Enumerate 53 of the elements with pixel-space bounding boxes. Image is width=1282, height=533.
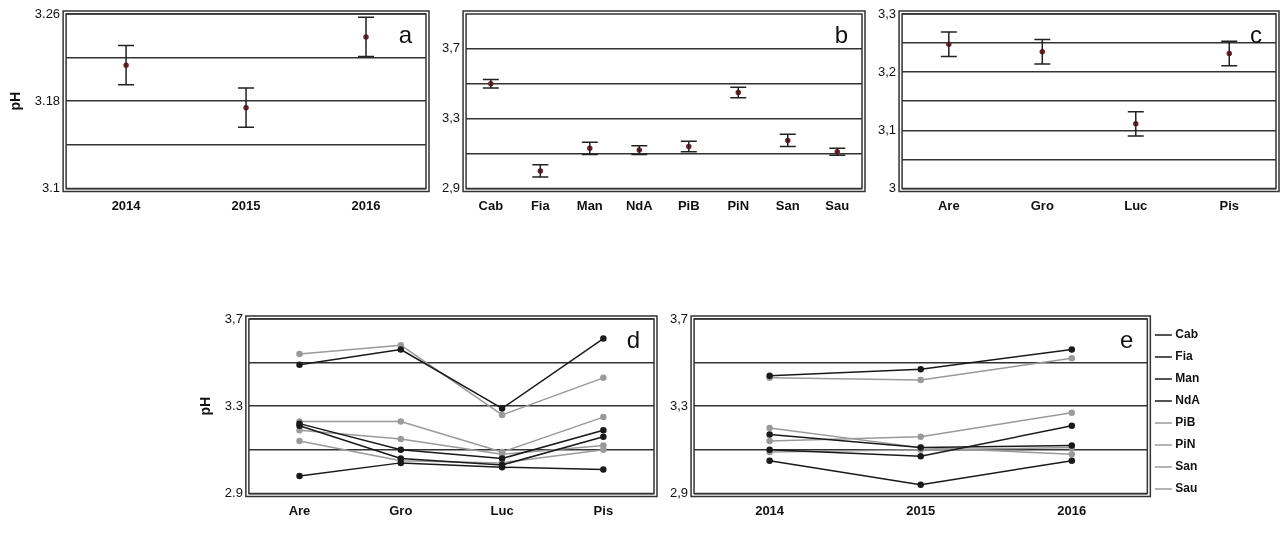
x-tick-label: Man xyxy=(576,197,603,213)
x-tick-label: Pis xyxy=(593,502,614,518)
legend-label: NdA xyxy=(1175,393,1201,408)
legend-label: Sau xyxy=(1175,481,1198,496)
x-tick-label: San xyxy=(775,197,800,213)
y-tick-label: 3,3 xyxy=(669,397,689,413)
legend-label: Fia xyxy=(1175,349,1193,364)
x-tick-label: 2016 xyxy=(1057,502,1087,518)
x-tick-label: Gro xyxy=(1030,197,1054,213)
y-tick-label: 3,7 xyxy=(669,310,689,326)
x-tick-label: Are xyxy=(937,197,960,213)
y-tick-label: 3 xyxy=(888,179,897,195)
x-tick-label: 2014 xyxy=(755,502,785,518)
x-tick-label: 2015 xyxy=(231,197,261,213)
legend-label: PiN xyxy=(1175,437,1196,452)
y-tick-label: 3,1 xyxy=(877,121,897,137)
annotation: c xyxy=(1250,20,1262,48)
y-tick-label: 3,7 xyxy=(224,310,243,326)
y-tick-label: 3.3 xyxy=(224,397,243,413)
x-tick-label: 2014 xyxy=(111,197,142,213)
y-tick-label: 2.9 xyxy=(224,484,243,500)
x-tick-label: Sau xyxy=(825,197,850,213)
x-tick-label: Luc xyxy=(1124,197,1148,213)
annotation: e xyxy=(1119,325,1134,353)
y-tick-label: 3,3 xyxy=(877,5,897,21)
y-tick-label: 2,9 xyxy=(669,484,689,500)
x-tick-label: PiB xyxy=(677,197,700,213)
y-axis-title: pH xyxy=(7,91,24,111)
y-tick-label: 3,2 xyxy=(877,63,897,79)
annotation: d xyxy=(626,325,640,353)
x-tick-label: Gro xyxy=(389,502,413,518)
legend-label: Man xyxy=(1175,371,1200,386)
y-tick-label: 3,7 xyxy=(441,40,461,56)
y-tick-label: 2,9 xyxy=(441,179,461,195)
y-tick-label: 3.26 xyxy=(34,5,61,21)
y-tick-label: 3,3 xyxy=(441,110,461,126)
x-tick-label: Luc xyxy=(490,502,514,518)
x-tick-label: PiN xyxy=(727,197,750,213)
annotation: b xyxy=(834,20,848,48)
annotation: a xyxy=(398,20,413,48)
x-tick-label: Are xyxy=(288,502,311,518)
x-tick-label: 2016 xyxy=(351,197,381,213)
x-tick-label: Pis xyxy=(1219,197,1240,213)
x-tick-label: 2015 xyxy=(906,502,936,518)
y-tick-label: 3.1 xyxy=(42,179,61,195)
x-tick-label: Fia xyxy=(530,197,551,213)
legend-label: Cab xyxy=(1175,327,1199,342)
legend-label: San xyxy=(1175,459,1198,474)
y-tick-label: 3.18 xyxy=(34,92,61,108)
x-tick-label: NdA xyxy=(625,197,654,213)
x-tick-label: Cab xyxy=(478,197,504,213)
legend-label: PiB xyxy=(1175,415,1196,430)
y-axis-title: pH xyxy=(197,396,214,416)
